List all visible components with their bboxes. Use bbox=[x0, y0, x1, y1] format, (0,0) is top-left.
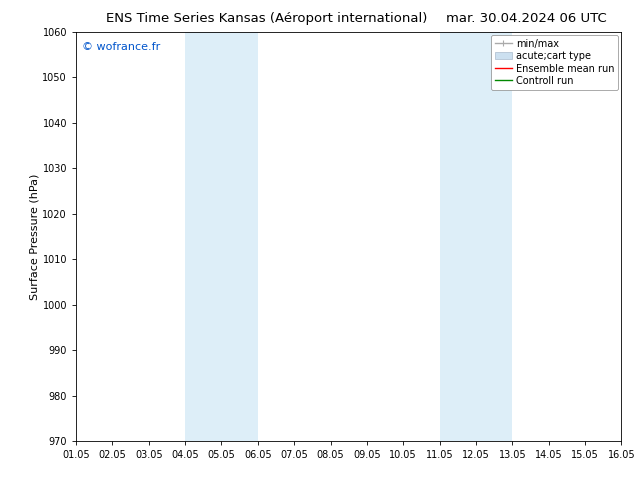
Y-axis label: Surface Pressure (hPa): Surface Pressure (hPa) bbox=[30, 173, 40, 299]
Bar bbox=[439, 32, 512, 441]
Bar bbox=[185, 32, 258, 441]
Text: mar. 30.04.2024 06 UTC: mar. 30.04.2024 06 UTC bbox=[446, 12, 607, 25]
Legend: min/max, acute;cart type, Ensemble mean run, Controll run: min/max, acute;cart type, Ensemble mean … bbox=[491, 35, 618, 90]
Text: ENS Time Series Kansas (Aéroport international): ENS Time Series Kansas (Aéroport interna… bbox=[106, 12, 427, 25]
Text: © wofrance.fr: © wofrance.fr bbox=[82, 42, 160, 52]
